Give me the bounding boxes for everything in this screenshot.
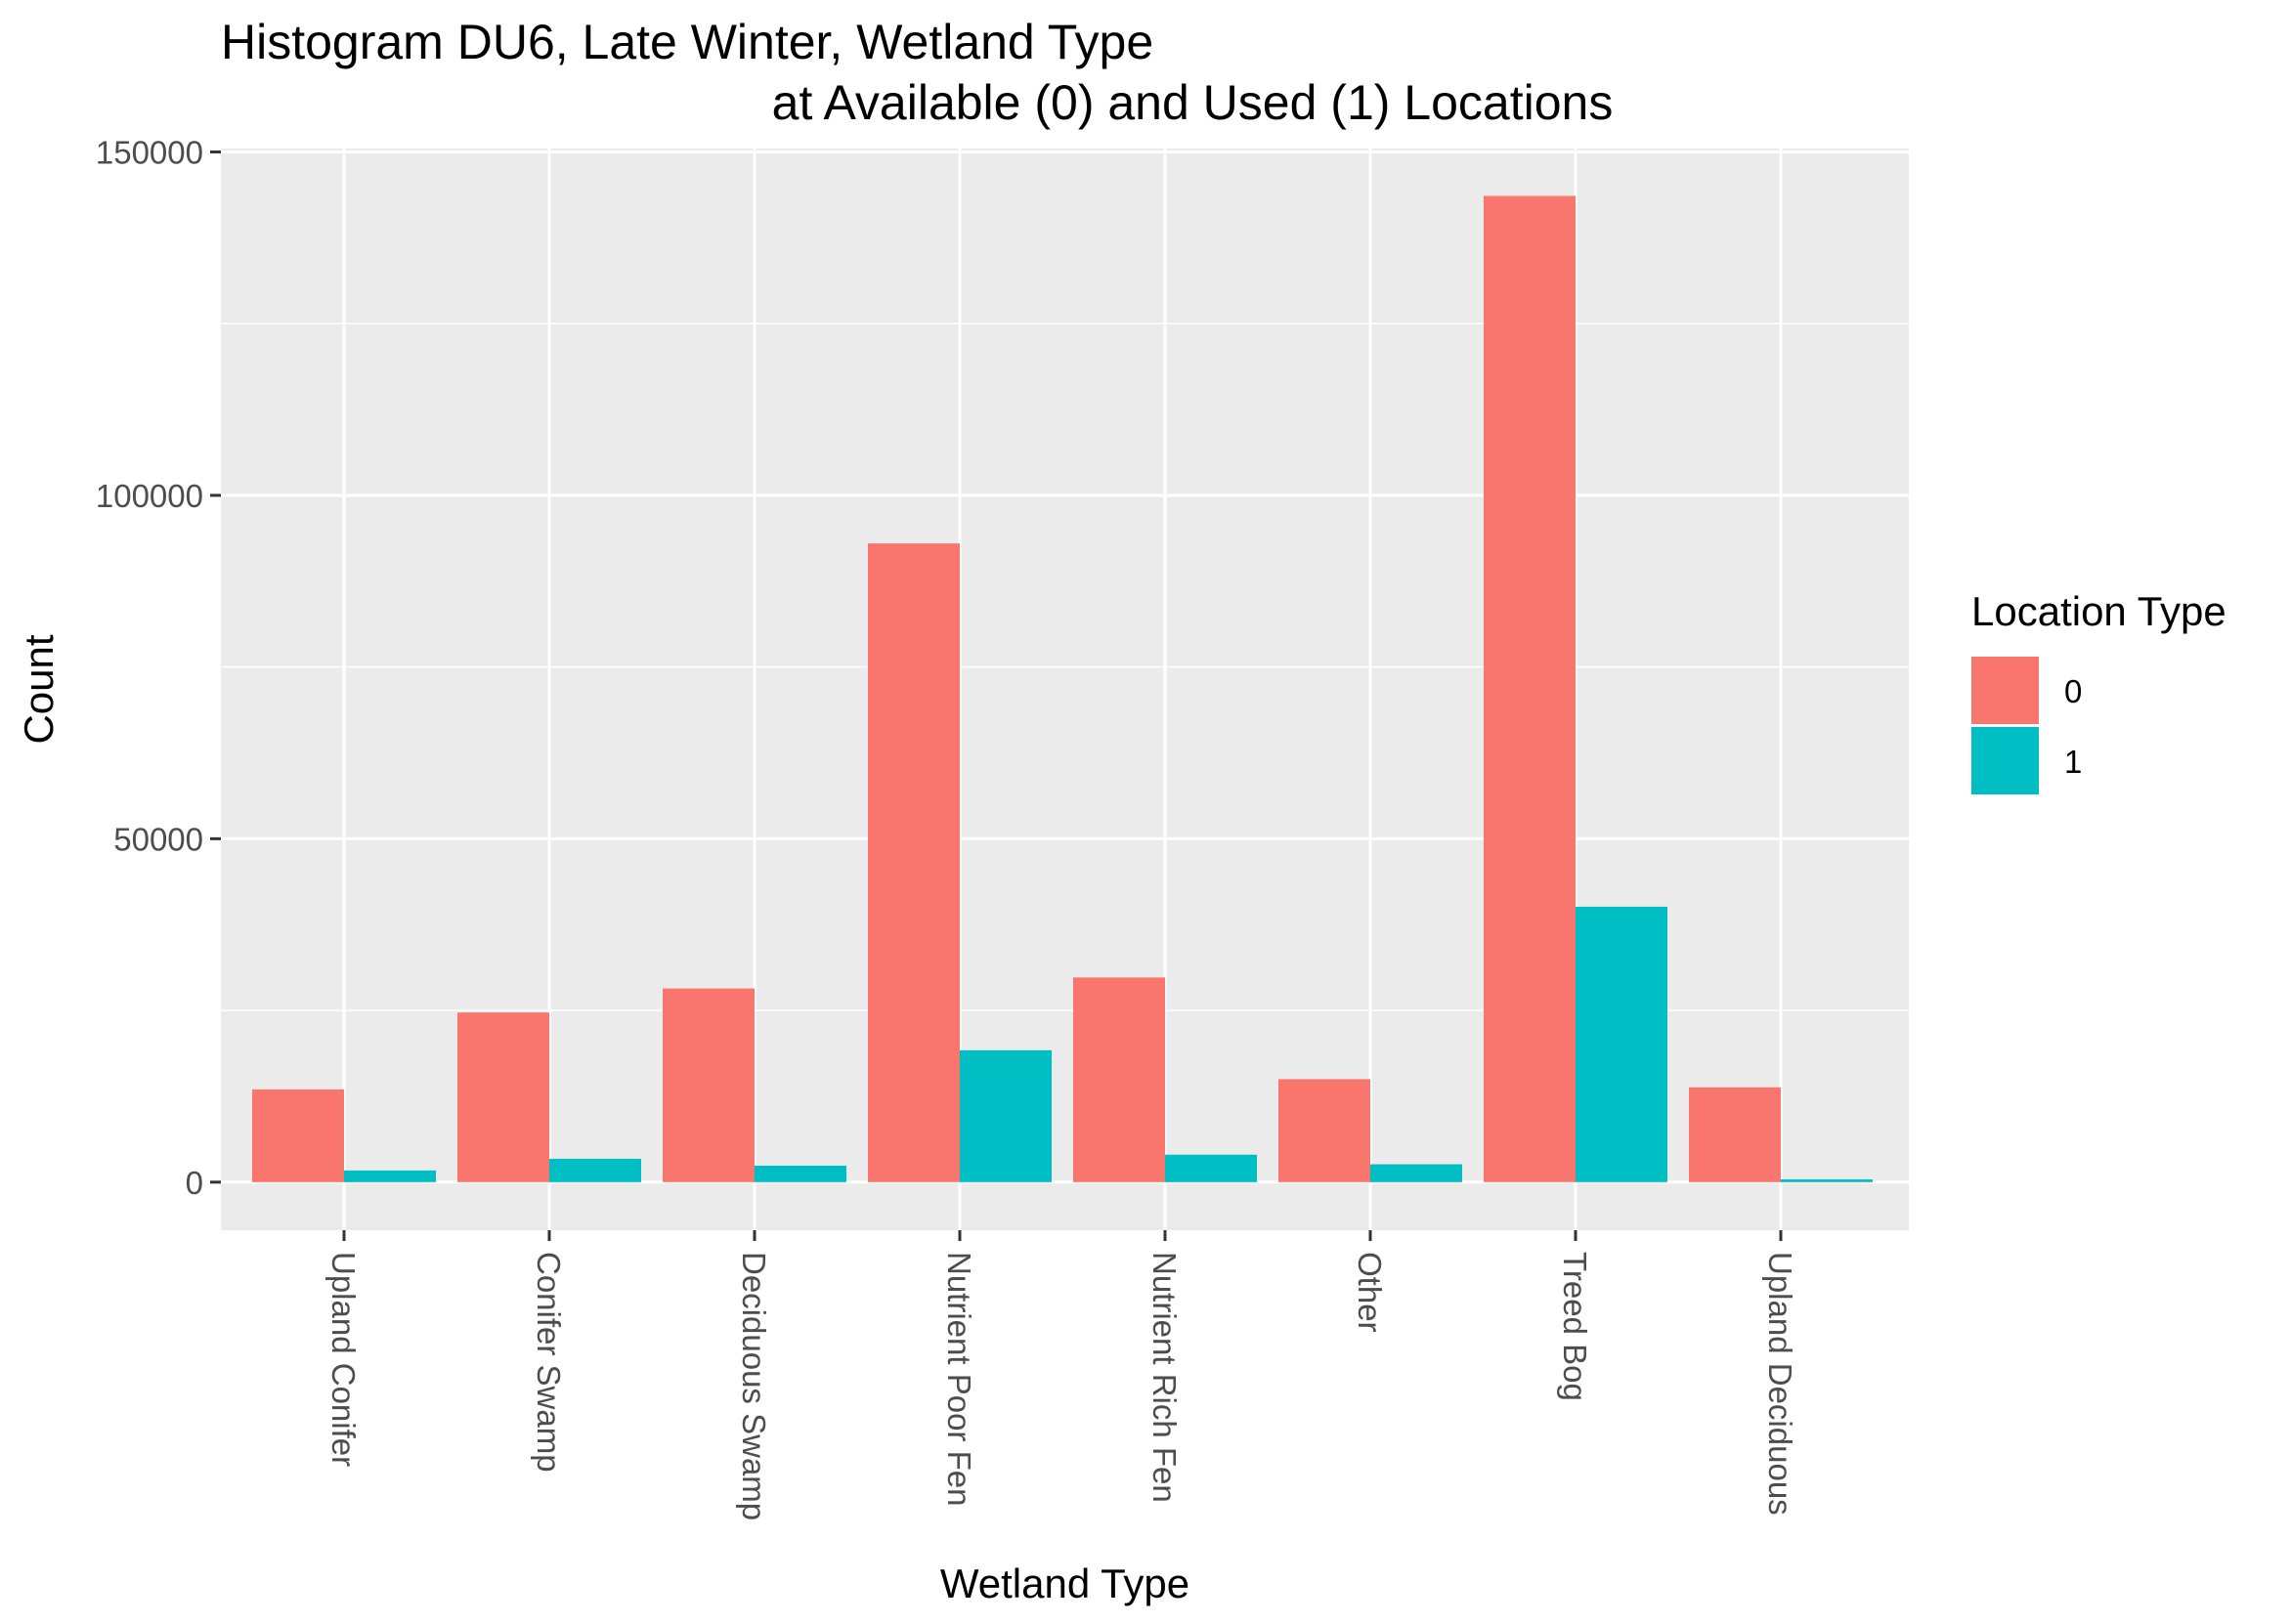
y-axis-title: Count — [16, 634, 62, 744]
chart-title: Histogram DU6, Late Winter, Wetland Type — [221, 15, 1153, 69]
bar-series-0 — [1484, 195, 1576, 1182]
y-tick-label: 100000 — [96, 478, 203, 514]
bar-series-1 — [1781, 1178, 1873, 1182]
legend-label-0: 0 — [2064, 673, 2082, 709]
y-axis-ticks: 0 50000 100000 150000 — [96, 135, 221, 1201]
x-tick-label: Treed Bog — [1557, 1252, 1593, 1401]
x-tick-label: Deciduous Swamp — [736, 1252, 772, 1520]
legend-key-1 — [1971, 727, 2039, 794]
y-tick-label: 0 — [186, 1165, 203, 1201]
y-tick-label: 50000 — [113, 821, 203, 857]
bar-series-1 — [755, 1165, 846, 1182]
x-tick-label: Other — [1352, 1252, 1388, 1333]
legend-title: Location Type — [1971, 588, 2226, 634]
bar-series-1 — [1370, 1164, 1462, 1182]
x-axis-ticks: Upland Conifer Conifer Swamp Deciduous Swa… — [325, 1230, 1798, 1520]
bar-series-1 — [1165, 1154, 1257, 1182]
bar-series-1 — [1576, 906, 1667, 1182]
bar-series-1 — [549, 1158, 641, 1182]
x-axis-title: Wetland Type — [940, 1560, 1189, 1606]
bar-series-0 — [1073, 977, 1165, 1182]
legend-key-0 — [1971, 657, 2039, 724]
legend-label-1: 1 — [2064, 744, 2082, 780]
x-tick-label: Nutrient Poor Fen — [941, 1252, 977, 1506]
bar-series-0 — [457, 1012, 549, 1182]
bar-series-0 — [868, 543, 960, 1182]
bar-series-0 — [252, 1089, 344, 1182]
bar-series-0 — [1689, 1087, 1781, 1182]
x-tick-label: Upland Conifer — [325, 1252, 362, 1467]
bar-series-0 — [663, 988, 755, 1182]
x-tick-label: Nutrient Rich Fen — [1146, 1252, 1183, 1503]
bar-series-0 — [1278, 1079, 1370, 1182]
x-tick-label: Upland Deciduous — [1762, 1252, 1798, 1516]
chart-subtitle: at Available (0) and Used (1) Locations — [772, 75, 1614, 130]
bar-series-1 — [344, 1170, 436, 1182]
x-tick-label: Conifer Swamp — [531, 1252, 567, 1473]
legend: Location Type 0 1 — [1971, 588, 2226, 794]
bars — [252, 195, 1873, 1182]
bar-series-1 — [960, 1049, 1052, 1182]
y-tick-label: 150000 — [96, 135, 203, 171]
